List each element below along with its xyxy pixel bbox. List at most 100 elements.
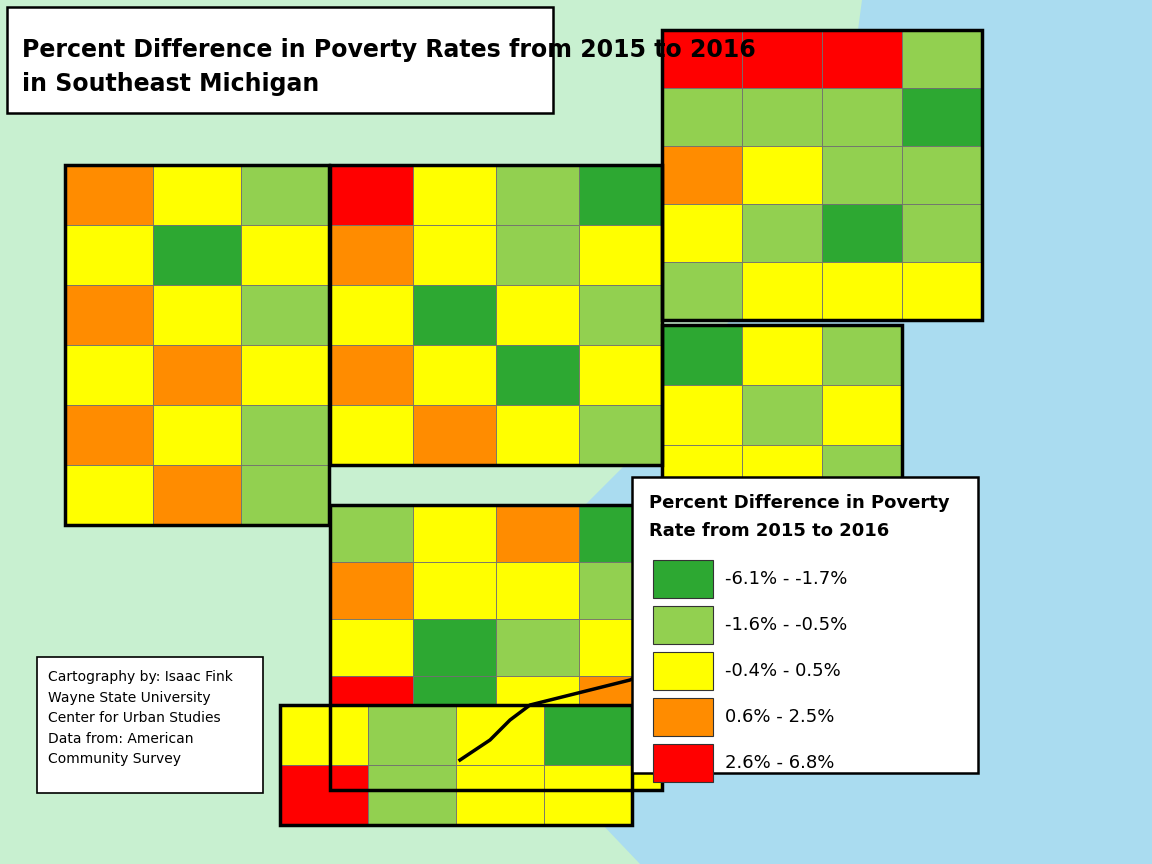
Bar: [823, 445, 902, 505]
Bar: [414, 562, 497, 619]
Bar: [823, 204, 902, 262]
Text: 2.6% - 6.8%: 2.6% - 6.8%: [725, 754, 834, 772]
Bar: [497, 619, 579, 676]
Bar: [662, 445, 742, 505]
Bar: [329, 225, 414, 285]
Bar: [329, 676, 414, 733]
Bar: [902, 204, 982, 262]
Bar: [329, 405, 414, 465]
Bar: [497, 405, 579, 465]
Bar: [662, 385, 742, 445]
Bar: [280, 765, 367, 825]
Bar: [653, 744, 713, 782]
Bar: [367, 705, 456, 765]
Bar: [241, 165, 329, 225]
Bar: [742, 325, 823, 385]
Polygon shape: [799, 340, 910, 490]
Bar: [662, 262, 742, 320]
Bar: [653, 698, 713, 736]
Bar: [544, 705, 632, 765]
Bar: [65, 465, 153, 525]
Text: Percent Difference in Poverty Rates from 2015 to 2016: Percent Difference in Poverty Rates from…: [22, 38, 756, 62]
Text: -6.1% - -1.7%: -6.1% - -1.7%: [725, 570, 848, 588]
Bar: [241, 465, 329, 525]
Bar: [742, 445, 823, 505]
Bar: [823, 325, 902, 385]
Text: Percent Difference in Poverty: Percent Difference in Poverty: [649, 494, 949, 512]
Polygon shape: [490, 0, 1152, 864]
Bar: [153, 225, 241, 285]
Bar: [241, 225, 329, 285]
Bar: [153, 345, 241, 405]
Bar: [662, 88, 742, 146]
Bar: [414, 285, 497, 345]
Bar: [497, 505, 579, 562]
Bar: [329, 165, 662, 465]
Bar: [329, 562, 414, 619]
Bar: [497, 562, 579, 619]
Bar: [662, 325, 742, 385]
FancyBboxPatch shape: [632, 477, 978, 773]
Bar: [414, 676, 497, 733]
Bar: [241, 405, 329, 465]
Bar: [65, 285, 153, 345]
Bar: [414, 345, 497, 405]
Bar: [662, 146, 742, 204]
Bar: [456, 705, 544, 765]
Bar: [65, 165, 329, 525]
FancyBboxPatch shape: [7, 7, 553, 113]
Bar: [653, 606, 713, 644]
Bar: [902, 88, 982, 146]
Bar: [579, 285, 662, 345]
Text: in Southeast Michigan: in Southeast Michigan: [22, 72, 319, 96]
Bar: [902, 262, 982, 320]
Bar: [329, 619, 414, 676]
Bar: [329, 285, 414, 345]
Bar: [414, 505, 497, 562]
Bar: [662, 204, 742, 262]
Bar: [414, 165, 497, 225]
Bar: [280, 705, 367, 765]
Bar: [579, 505, 662, 562]
Bar: [823, 385, 902, 445]
Bar: [280, 705, 632, 825]
Bar: [579, 165, 662, 225]
Bar: [823, 30, 902, 88]
Bar: [579, 225, 662, 285]
Bar: [742, 262, 823, 320]
Bar: [662, 325, 902, 505]
Text: Cartography by: Isaac Fink
Wayne State University
Center for Urban Studies
Data : Cartography by: Isaac Fink Wayne State U…: [48, 670, 233, 766]
Bar: [823, 146, 902, 204]
FancyBboxPatch shape: [37, 657, 263, 793]
Text: 0.6% - 2.5%: 0.6% - 2.5%: [725, 708, 834, 726]
Bar: [414, 225, 497, 285]
Bar: [653, 560, 713, 598]
Bar: [497, 165, 579, 225]
Bar: [65, 165, 153, 225]
Bar: [544, 765, 632, 825]
Bar: [579, 345, 662, 405]
Bar: [153, 465, 241, 525]
Bar: [742, 30, 823, 88]
Bar: [579, 562, 662, 619]
Bar: [153, 405, 241, 465]
Bar: [579, 619, 662, 676]
Bar: [329, 345, 414, 405]
Bar: [497, 285, 579, 345]
Bar: [497, 345, 579, 405]
Bar: [497, 225, 579, 285]
Bar: [329, 505, 662, 790]
Bar: [653, 652, 713, 690]
Bar: [579, 733, 662, 790]
Bar: [153, 285, 241, 345]
Bar: [742, 146, 823, 204]
Bar: [329, 165, 414, 225]
Bar: [367, 765, 456, 825]
Bar: [497, 676, 579, 733]
Bar: [497, 733, 579, 790]
Bar: [329, 733, 414, 790]
Bar: [742, 385, 823, 445]
Bar: [823, 262, 902, 320]
Bar: [902, 30, 982, 88]
Bar: [579, 676, 662, 733]
